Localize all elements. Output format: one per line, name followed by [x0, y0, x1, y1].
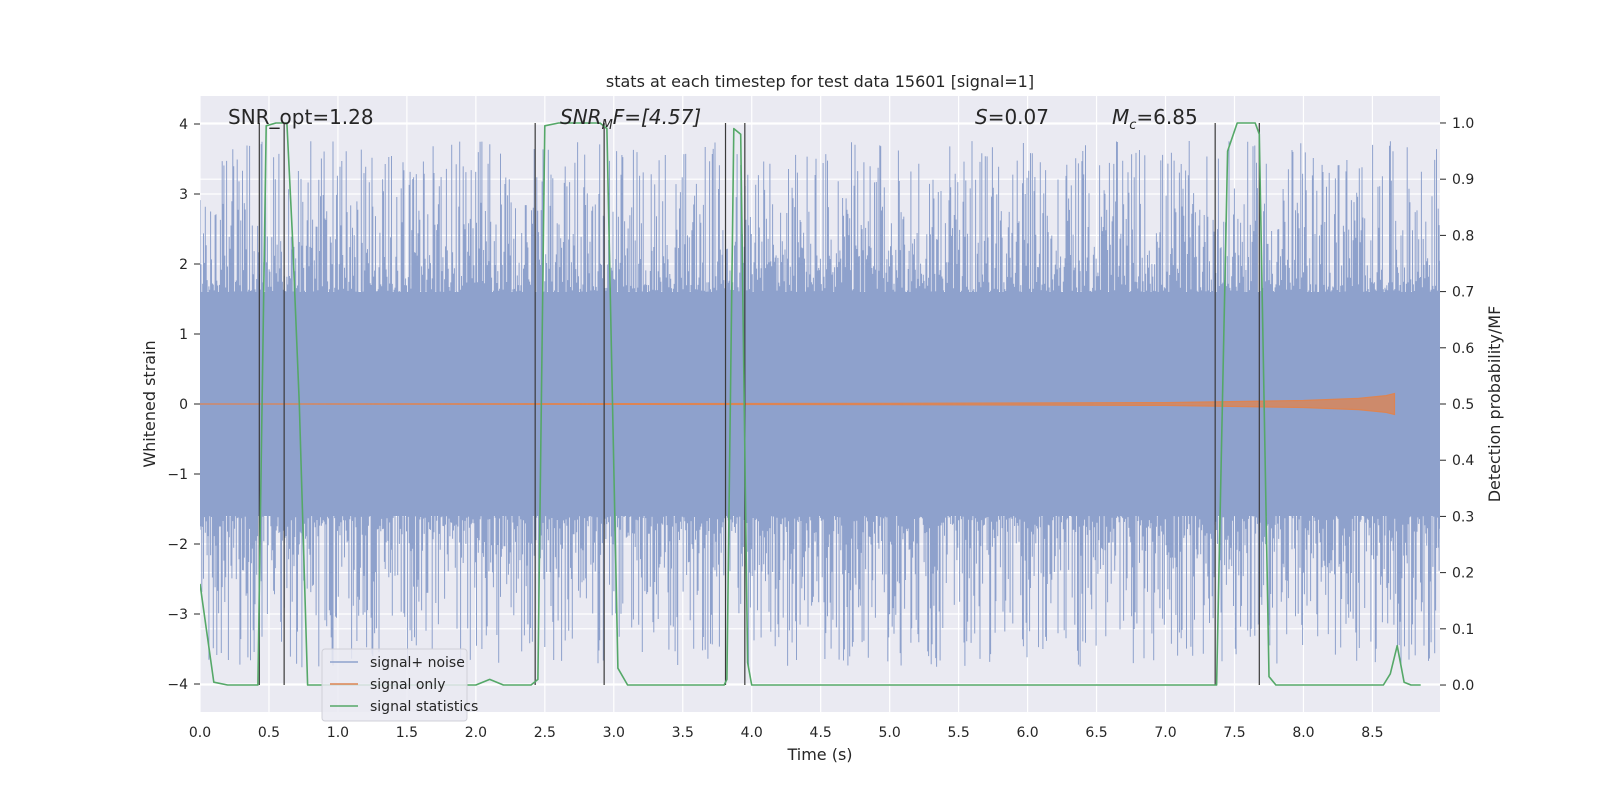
y-tick-label-left: 2 — [179, 257, 188, 273]
x-tick-label: 4.0 — [741, 725, 763, 741]
y-tick-label-left: 3 — [179, 187, 188, 203]
annotation-s-var: S — [975, 105, 988, 129]
y-tick-label-right: 0.6 — [1452, 341, 1474, 357]
annotation-snr-mf: SNRMF=[4.57] — [560, 105, 701, 133]
x-tick-label: 6.5 — [1085, 725, 1107, 741]
y-tick-label-right: 0.7 — [1452, 285, 1474, 301]
x-tick-label: 8.5 — [1361, 725, 1383, 741]
noise-trace — [200, 141, 1440, 668]
annotation-mc-sub: c — [1129, 118, 1136, 133]
legend-box — [321, 648, 468, 722]
x-tick-label: 1.0 — [327, 725, 349, 741]
y-tick-label-left: 1 — [179, 327, 188, 343]
y-axis-label-right: Detection probability/MF — [1485, 306, 1504, 503]
annotation-snr-mf-sub: M — [602, 118, 613, 133]
signal-only-trace — [200, 392, 1396, 416]
x-axis-label: Time (s) — [786, 745, 852, 764]
annotation-mc: Mc=6.85 — [1112, 105, 1198, 133]
x-tick-label: 2.0 — [465, 725, 487, 741]
x-tick-label: 1.5 — [396, 725, 418, 741]
series-signal-only — [200, 392, 1396, 416]
y-tick-label-right: 0.0 — [1452, 678, 1474, 694]
axis-ticks: 0.0 0.5 1.0 1.5 2.0 2.5 3.0 3.5 4.0 4.5 5.0 5.5 6.0 6… — [167, 116, 1474, 741]
y-tick-label-right: 0.1 — [1452, 622, 1474, 638]
x-tick-label: 3.0 — [603, 725, 625, 741]
y-tick-label-right: 0.8 — [1452, 228, 1474, 244]
x-tick-label: 0.5 — [258, 725, 280, 741]
y-tick-label-right: 0.4 — [1452, 453, 1474, 469]
x-tick-label: 5.0 — [879, 725, 901, 741]
y-axis-label-left: Whitened strain — [140, 340, 159, 467]
y-tick-label-right: 0.3 — [1452, 509, 1474, 525]
y-tick-label-right: 0.9 — [1452, 172, 1474, 188]
legend-label-signal: signal only — [370, 677, 445, 693]
annotation-s-val: =0.07 — [988, 105, 1049, 129]
annotation-snr-mf-tail: F=[4.57] — [613, 105, 701, 129]
y-tick-label-left: −1 — [167, 467, 188, 483]
y-tick-label-left: −2 — [167, 537, 188, 553]
y-tick-label-left: −3 — [167, 607, 188, 623]
y-tick-label-right: 0.2 — [1452, 566, 1474, 582]
y-tick-label-right: 0.5 — [1452, 397, 1474, 413]
annotation-snr-mf-base: SNR — [560, 105, 602, 129]
chart-title: stats at each timestep for test data 156… — [606, 72, 1034, 91]
annotation-mc-var: M — [1112, 105, 1129, 129]
x-tick-label: 6.0 — [1016, 725, 1038, 741]
legend: signal+ noise signal only signal statist… — [321, 648, 478, 722]
x-tick-label: 8.0 — [1292, 725, 1314, 741]
x-tick-label: 7.5 — [1223, 725, 1245, 741]
legend-label-noise: signal+ noise — [370, 655, 465, 671]
series-signal-statistics — [200, 122, 1421, 686]
x-tick-label: 5.5 — [947, 725, 969, 741]
x-tick-label: 2.5 — [534, 725, 556, 741]
y-tick-label-right: 1.0 — [1452, 116, 1474, 132]
y-tick-label-left: −4 — [167, 677, 188, 693]
annotation-mc-val: =6.85 — [1136, 105, 1197, 129]
x-tick-label: 3.5 — [672, 725, 694, 741]
y-tick-label-left: 0 — [179, 397, 188, 413]
signal-statistics-line — [200, 122, 1421, 686]
x-tick-label: 0.0 — [189, 725, 211, 741]
legend-label-stats: signal statistics — [370, 699, 478, 715]
x-tick-label: 7.0 — [1154, 725, 1176, 741]
x-tick-label: 4.5 — [810, 725, 832, 741]
y-tick-label-left: 4 — [179, 117, 188, 133]
annotation-s: S=0.07 — [975, 105, 1049, 129]
annotation-snr-opt: SNR_opt=1.28 — [228, 105, 374, 129]
